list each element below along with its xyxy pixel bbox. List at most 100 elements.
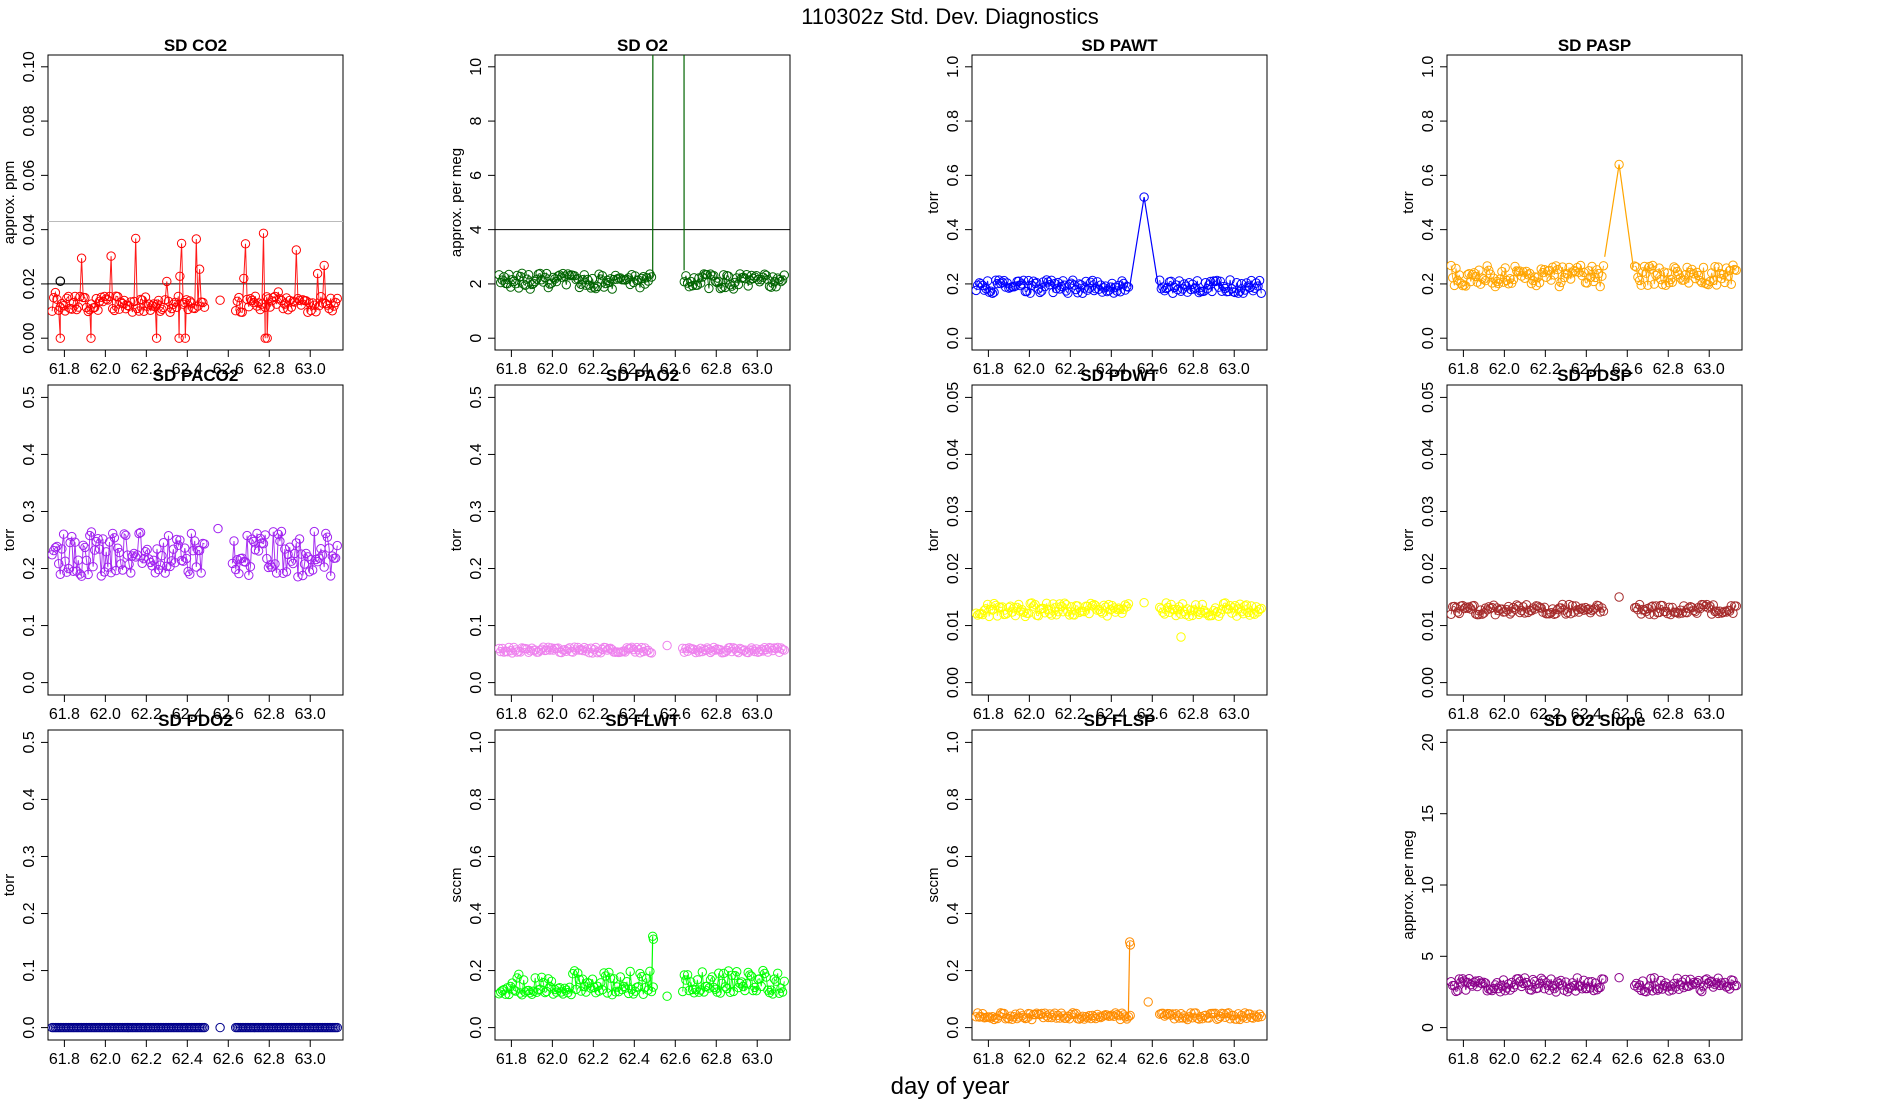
data-point	[571, 984, 581, 995]
data-point	[619, 646, 629, 656]
data-point	[1056, 1008, 1067, 1018]
panel-title: SD FLSP	[1084, 711, 1156, 730]
data-point	[149, 299, 159, 309]
data-point	[586, 283, 596, 293]
data-point	[103, 562, 113, 572]
data-point	[1513, 974, 1524, 984]
x-tick-label: 62.6	[660, 361, 691, 378]
data-point	[83, 569, 93, 580]
data-point	[714, 277, 724, 287]
panel-title: SD FLWT	[605, 711, 680, 730]
plot-area	[972, 598, 1267, 642]
data-point	[1492, 276, 1502, 287]
data-point	[242, 530, 252, 541]
data-point	[1731, 265, 1742, 275]
data-point	[1698, 262, 1709, 273]
data-point	[607, 645, 617, 655]
data-point	[72, 304, 82, 315]
data-point	[1453, 275, 1463, 286]
x-tick-label: 62.6	[213, 361, 244, 378]
data-point	[1210, 276, 1221, 287]
x-tick-label: 62.0	[1014, 361, 1045, 378]
plot-frame	[1446, 384, 1743, 696]
data-point	[507, 978, 517, 988]
data-point	[121, 530, 131, 540]
data-point	[183, 566, 193, 577]
data-point	[1084, 283, 1094, 293]
data-point	[987, 288, 998, 298]
data-point	[1066, 1009, 1076, 1020]
data-point	[1015, 280, 1025, 291]
data-point	[1518, 978, 1528, 989]
y-tick-label: 0.4	[468, 443, 485, 465]
y-tick-label: 10	[468, 58, 485, 76]
data-point	[1191, 600, 1201, 610]
data-point	[1035, 1010, 1045, 1020]
x-tick-label: 62.6	[213, 706, 244, 723]
data-point	[1614, 973, 1624, 983]
data-point	[1143, 997, 1153, 1007]
data-point	[515, 988, 526, 998]
data-point	[1664, 602, 1674, 612]
x-tick-label: 63.0	[1694, 706, 1725, 723]
data-point	[1163, 282, 1173, 293]
panel-title: SD O2	[617, 36, 668, 55]
data-point	[1554, 281, 1565, 292]
data-point	[262, 333, 272, 343]
data-point	[1050, 1008, 1060, 1018]
data-point	[190, 303, 200, 314]
data-point	[743, 281, 753, 291]
data-point	[774, 647, 784, 657]
data-point	[1518, 267, 1528, 277]
data-point	[717, 282, 727, 293]
data-point	[181, 553, 192, 564]
data-point	[1557, 599, 1568, 610]
data-point	[215, 1022, 225, 1033]
plot-area	[1447, 592, 1742, 620]
data-point	[286, 302, 297, 312]
data-point	[1205, 276, 1216, 287]
data-point	[1497, 980, 1507, 991]
data-point	[1648, 260, 1658, 271]
data-point	[186, 298, 197, 308]
data-point	[981, 604, 991, 614]
data-point	[643, 645, 653, 655]
data-point	[1014, 276, 1024, 286]
y-tick-label: 0.6	[468, 845, 485, 867]
data-point	[1069, 280, 1080, 290]
y-tick-label: 0.5	[21, 731, 38, 753]
data-point	[746, 971, 757, 981]
data-point	[319, 562, 329, 572]
data-point	[1063, 288, 1073, 298]
data-point	[50, 543, 61, 553]
data-point	[648, 982, 658, 992]
x-tick-label: 62.6	[1612, 361, 1643, 378]
data-point	[1708, 600, 1719, 610]
x-tick-label: 62.8	[1653, 706, 1684, 723]
y-tick-label: 0.2	[945, 273, 962, 295]
data-point	[1689, 605, 1699, 616]
data-point	[773, 968, 783, 978]
data-point	[645, 966, 655, 976]
data-point	[1477, 273, 1487, 283]
x-tick-label: 62.6	[1612, 1051, 1643, 1068]
y-tick-label: 0.1	[468, 614, 485, 636]
data-point	[257, 299, 267, 309]
data-point	[1041, 275, 1052, 285]
data-point	[1018, 275, 1029, 285]
data-point	[779, 645, 789, 655]
data-point	[286, 556, 297, 566]
x-tick-label: 62.8	[701, 706, 732, 723]
x-tick-label: 63.0	[1219, 1051, 1250, 1068]
data-point	[1051, 283, 1062, 294]
data-point	[1726, 279, 1737, 289]
data-point	[1061, 600, 1071, 610]
data-point	[1474, 976, 1484, 986]
data-point	[327, 306, 337, 316]
data-point	[1598, 261, 1609, 271]
x-tick-label: 62.6	[1137, 706, 1168, 723]
plot-frame	[494, 729, 791, 1041]
data-point	[1689, 977, 1699, 988]
x-tick-label: 62.4	[1096, 361, 1127, 378]
x-tick-label: 62.2	[131, 706, 162, 723]
